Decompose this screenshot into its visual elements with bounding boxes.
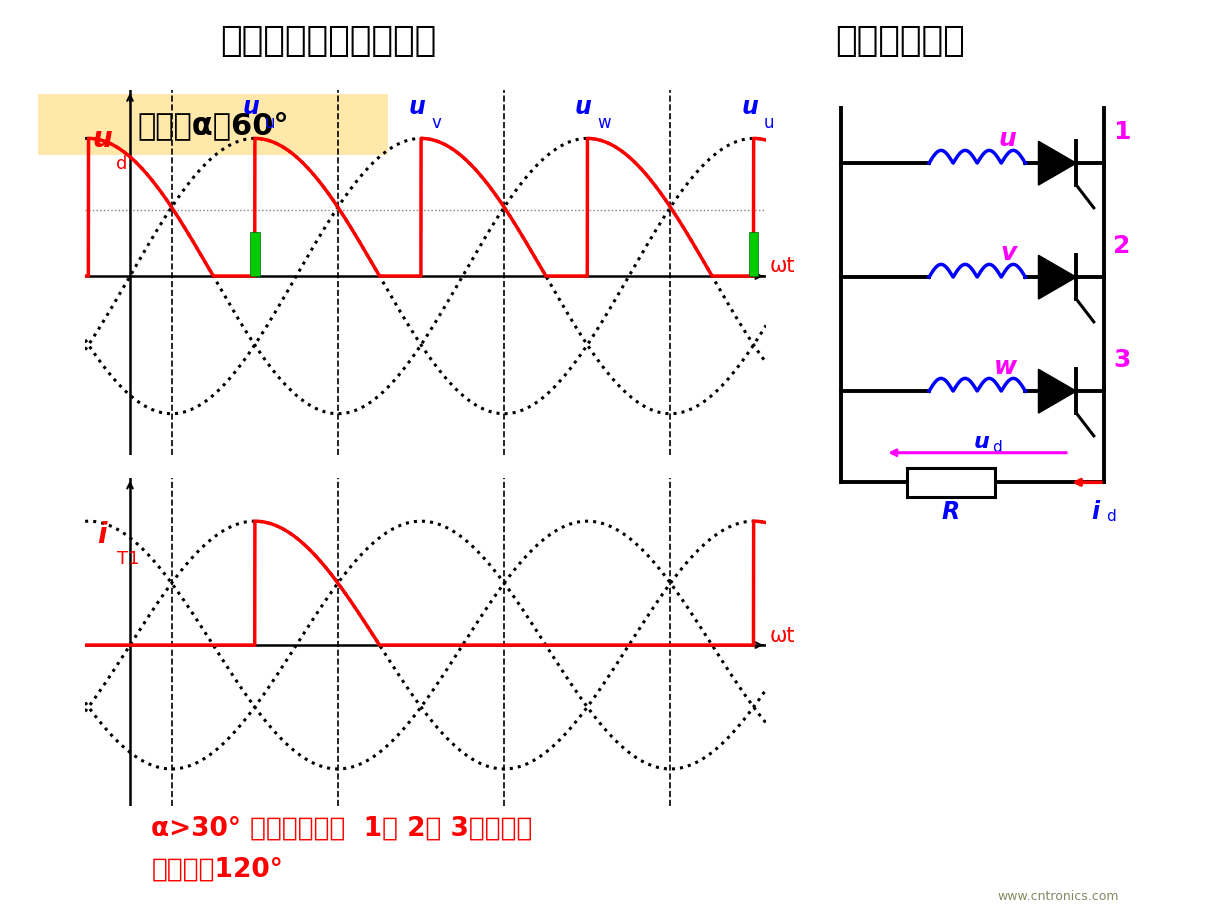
Text: 纯电阻性负载: 纯电阻性负载 <box>835 24 964 58</box>
Polygon shape <box>1038 370 1076 414</box>
Text: w: w <box>993 354 1017 379</box>
Text: 三相半波可控整流电路: 三相半波可控整流电路 <box>220 24 437 58</box>
Text: u: u <box>764 115 775 132</box>
Text: 2: 2 <box>1113 234 1131 258</box>
Text: 通角小于120°: 通角小于120° <box>151 855 283 882</box>
Text: T1: T1 <box>117 549 140 568</box>
Bar <box>749 232 759 277</box>
Text: R: R <box>941 499 961 523</box>
Text: u: u <box>998 127 1017 151</box>
Polygon shape <box>1038 142 1076 186</box>
Text: i: i <box>97 520 107 548</box>
Text: ωt: ωt <box>770 256 795 276</box>
Text: u: u <box>742 95 758 118</box>
Text: v: v <box>1001 241 1017 265</box>
Text: ωt: ωt <box>770 626 795 645</box>
Text: d: d <box>1107 508 1116 523</box>
Text: www.cntronics.com: www.cntronics.com <box>997 889 1119 902</box>
Bar <box>250 232 259 277</box>
Text: u: u <box>575 95 592 118</box>
Polygon shape <box>1038 256 1076 300</box>
Text: w: w <box>597 115 612 132</box>
Text: 控制角α＝60°: 控制角α＝60° <box>137 111 288 139</box>
Text: 3: 3 <box>1113 348 1131 372</box>
Text: d: d <box>992 440 1002 455</box>
Text: i: i <box>1091 499 1099 523</box>
Text: d: d <box>116 155 128 173</box>
Text: v: v <box>432 115 441 132</box>
Text: u: u <box>92 125 112 153</box>
Text: u: u <box>974 432 990 452</box>
Text: u: u <box>265 115 276 132</box>
Text: α>30° 时电流断续，  1、 2、 3晶闸管导: α>30° 时电流断续， 1、 2、 3晶闸管导 <box>151 814 533 841</box>
Text: 1: 1 <box>1113 120 1131 144</box>
Text: u: u <box>242 95 259 118</box>
Bar <box>907 468 995 497</box>
Text: u: u <box>409 95 426 118</box>
